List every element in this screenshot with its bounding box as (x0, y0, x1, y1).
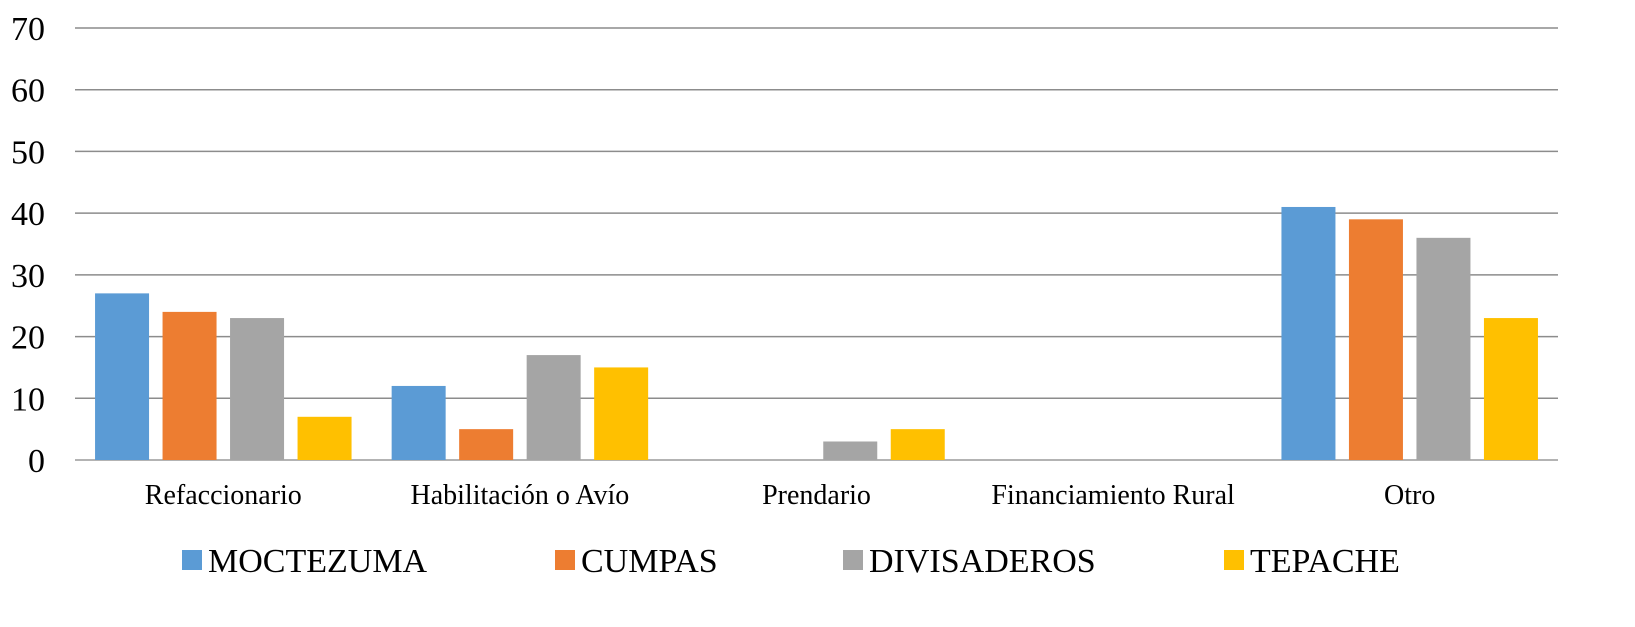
y-axis: 0 10 20 30 40 50 60 70 (11, 11, 45, 480)
bar-cumpas (162, 311, 217, 460)
bar-tepache (297, 416, 352, 460)
y-tick-label: 30 (11, 258, 45, 295)
legend-swatch (1224, 550, 1244, 570)
bar-tepache (890, 429, 945, 460)
legend-label: TEPACHE (1250, 543, 1400, 580)
x-axis: Refaccionario Habilitación o Avío Prendari… (145, 480, 1436, 511)
bar-moctezuma (95, 293, 150, 460)
legend-swatch (182, 550, 202, 570)
legend: MOCTEZUMA CUMPAS DIVISADEROS TEPACHE (182, 543, 1400, 580)
bar-moctezuma (391, 385, 446, 460)
gridlines (75, 27, 1558, 461)
y-tick-label: 0 (28, 443, 45, 480)
bar-tepache (1483, 318, 1538, 460)
bar-divisaderos (1416, 237, 1471, 460)
legend-label: MOCTEZUMA (208, 543, 428, 580)
bar-cumpas (1348, 219, 1403, 460)
y-tick-label: 70 (11, 11, 45, 48)
bar-moctezuma (1281, 206, 1336, 460)
bar-divisaderos (526, 355, 581, 460)
legend-label: CUMPAS (581, 543, 718, 580)
bar-tepache (594, 367, 649, 460)
bar-divisaderos (230, 318, 285, 460)
legend-label: DIVISADEROS (869, 543, 1096, 580)
y-tick-label: 10 (11, 381, 45, 418)
y-tick-label: 20 (11, 320, 45, 357)
x-tick-label: Financiamiento Rural (991, 480, 1235, 511)
bar-divisaderos (823, 441, 878, 460)
bars (95, 206, 1538, 460)
y-tick-label: 60 (11, 73, 45, 110)
x-tick-label: Refaccionario (145, 480, 302, 511)
y-tick-label: 40 (11, 196, 45, 233)
legend-swatch (843, 550, 863, 570)
legend-swatch (555, 550, 575, 570)
y-tick-label: 50 (11, 134, 45, 171)
bar-cumpas (459, 429, 514, 460)
x-tick-label: Habilitación o Avío (411, 480, 630, 511)
x-tick-label: Otro (1384, 480, 1435, 511)
x-tick-label: Prendario (762, 480, 871, 511)
